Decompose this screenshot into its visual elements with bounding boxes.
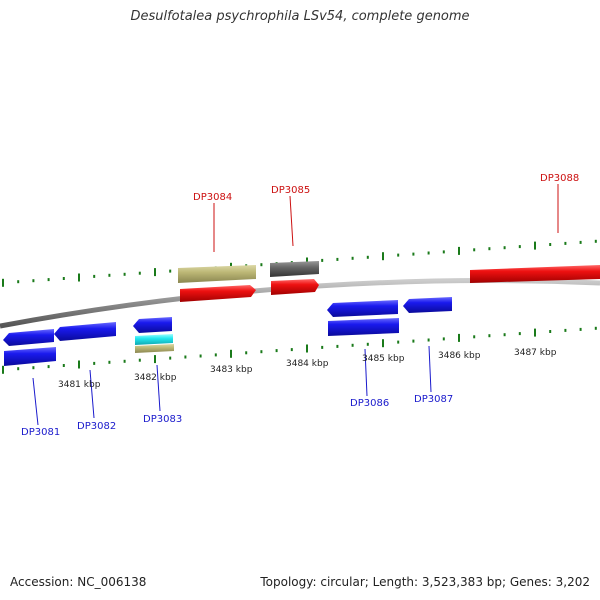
reverse-strand-ticks — [2, 326, 597, 374]
gene-label-dp3083[interactable]: DP3083 — [143, 414, 182, 425]
gene-label-dp3085[interactable]: DP3085 — [271, 185, 310, 196]
gene-label-dp3088[interactable]: DP3088 — [540, 173, 579, 184]
gene-dp3084-feature-khaki[interactable] — [178, 265, 256, 283]
accession-text: Accession: NC_006138 — [10, 575, 147, 589]
gene-label-dp3087[interactable]: DP3087 — [414, 394, 453, 405]
kbp-label-3482: 3482 kbp — [134, 373, 177, 383]
kbp-label-3486: 3486 kbp — [438, 351, 481, 361]
gene-dp3083-feature-cyan[interactable] — [135, 334, 173, 345]
kbp-label-3487: 3487 kbp — [514, 348, 557, 358]
label-leaders — [32, 184, 559, 426]
gene-dp3085-arrow[interactable] — [271, 279, 319, 295]
map-title: Desulfotalea psychrophila LSv54, complet… — [130, 9, 470, 24]
gene-dp3081-arrow-b[interactable] — [4, 347, 56, 366]
kbp-label-3485: 3485 kbp — [362, 354, 405, 364]
gene-dp3083-arrow[interactable] — [133, 317, 172, 333]
kbp-label-3481: 3481 kbp — [58, 380, 101, 390]
gene-dp3087-arrow[interactable] — [403, 297, 452, 313]
gene-label-dp3082[interactable]: DP3082 — [77, 421, 116, 432]
gene-label-dp3084[interactable]: DP3084 — [193, 192, 232, 203]
gene-label-dp3081[interactable]: DP3081 — [21, 427, 60, 438]
gene-dp3086-arrow-b[interactable] — [328, 318, 399, 336]
gene-dp3085-feature-gray[interactable] — [270, 261, 319, 277]
forward-strand-ticks — [2, 239, 597, 287]
gene-dp3081-arrow-a[interactable] — [3, 329, 54, 346]
kbp-label-3483: 3483 kbp — [210, 365, 253, 375]
gene-dp3086-arrow-a[interactable] — [327, 300, 398, 317]
gene-dp3088-arrow[interactable] — [470, 265, 600, 283]
gene-dp3082-arrow[interactable] — [54, 322, 116, 341]
gene-dp3084-arrow[interactable] — [180, 285, 256, 302]
gene-dp3083-feature-khaki[interactable] — [135, 344, 174, 353]
kbp-label-3484: 3484 kbp — [286, 359, 329, 369]
gene-label-dp3086[interactable]: DP3086 — [350, 398, 389, 409]
genome-summary-text: Topology: circular; Length: 3,523,383 bp… — [260, 575, 590, 589]
